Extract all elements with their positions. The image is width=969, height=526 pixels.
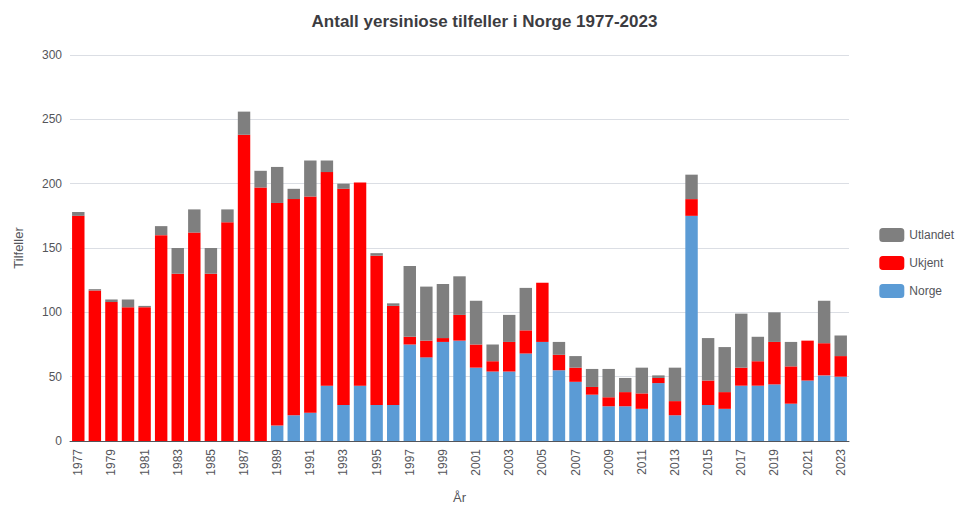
svg-text:1977: 1977 (71, 449, 85, 476)
svg-text:Ukjent: Ukjent (909, 256, 944, 270)
svg-text:1987: 1987 (237, 449, 251, 476)
svg-text:2001: 2001 (469, 449, 483, 476)
svg-text:Antall yersiniose tilfeller i: Antall yersiniose tilfeller i Norge 1977… (312, 12, 658, 31)
svg-text:0: 0 (55, 434, 62, 448)
svg-text:1983: 1983 (171, 449, 185, 476)
svg-text:1985: 1985 (204, 449, 218, 476)
svg-text:1981: 1981 (138, 449, 152, 476)
svg-text:2003: 2003 (502, 449, 516, 476)
svg-text:1999: 1999 (436, 449, 450, 476)
svg-text:2017: 2017 (734, 449, 748, 476)
svg-text:2005: 2005 (535, 449, 549, 476)
svg-text:År: År (453, 490, 467, 505)
svg-text:200: 200 (42, 177, 62, 191)
svg-text:2019: 2019 (767, 449, 781, 476)
svg-text:Norge: Norge (909, 284, 942, 298)
svg-text:2007: 2007 (569, 449, 583, 476)
svg-text:2013: 2013 (668, 449, 682, 476)
svg-text:2023: 2023 (834, 449, 848, 476)
svg-text:1989: 1989 (270, 449, 284, 476)
svg-text:Tilfeller: Tilfeller (11, 227, 26, 269)
svg-text:2021: 2021 (801, 449, 815, 476)
svg-text:100: 100 (42, 305, 62, 319)
svg-text:1993: 1993 (336, 449, 350, 476)
svg-text:250: 250 (42, 112, 62, 126)
svg-text:Utlandet: Utlandet (909, 228, 954, 242)
svg-text:2015: 2015 (701, 449, 715, 476)
svg-text:2009: 2009 (602, 449, 616, 476)
svg-text:2011: 2011 (635, 449, 649, 475)
svg-text:50: 50 (49, 370, 63, 384)
svg-text:150: 150 (42, 241, 62, 255)
svg-text:1979: 1979 (104, 449, 118, 476)
svg-text:1991: 1991 (303, 449, 317, 476)
svg-text:300: 300 (42, 48, 62, 62)
svg-text:1997: 1997 (403, 449, 417, 476)
svg-text:1995: 1995 (370, 449, 384, 476)
